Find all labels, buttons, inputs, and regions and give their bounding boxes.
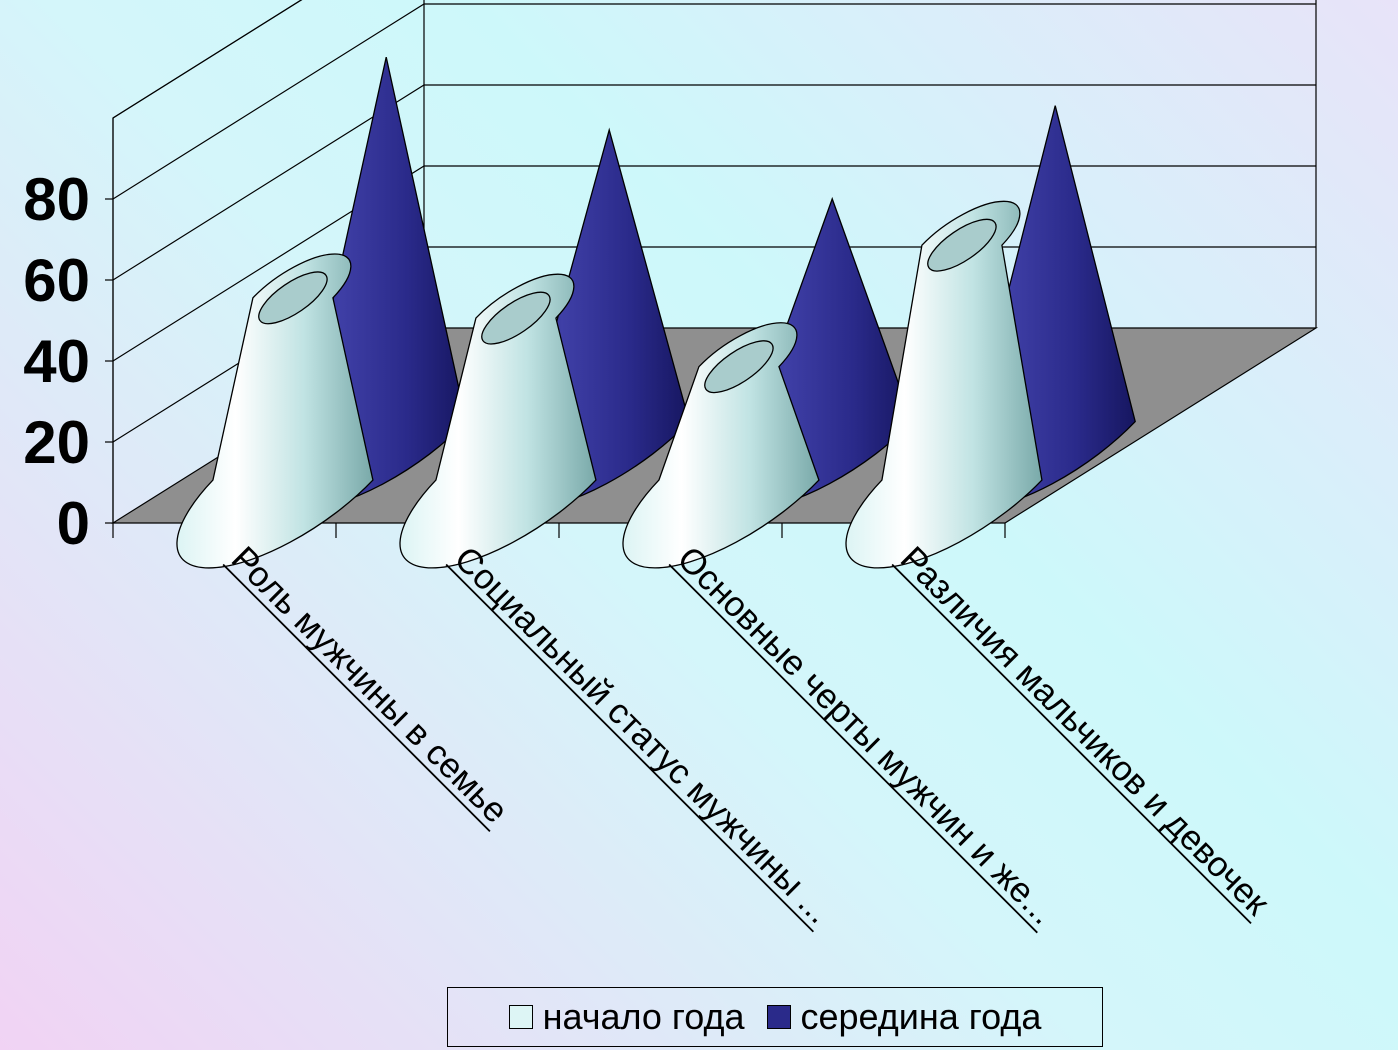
cone-series1 [845,200,1043,569]
y-tick-label: 60 [23,247,90,314]
cone-series1 [176,253,374,569]
gridline [112,165,1316,362]
x-category-label: Социальный статус мужчины ... [447,539,839,931]
cone-series1-top [258,271,328,325]
legend-swatch-series2 [766,1005,791,1029]
legend-label-series1: начало года [542,996,745,1037]
y-tick-label: 0 [57,490,90,557]
x-category-underline [445,563,815,933]
gridline [112,84,1316,281]
cone-series1-top [927,218,997,272]
x-category-label-group: Основные черты мужчин и же... [668,539,1063,934]
x-category-underline [891,563,1252,925]
cone-series1 [399,273,597,569]
legend-item-series1: начало года [508,996,745,1038]
x-category-label: Основные черты мужчин и же... [670,539,1063,932]
cone-series1-top [704,340,774,394]
legend-item-series2: середина года [766,996,1042,1038]
cone-series1 [622,322,820,569]
x-category-label-group: Социальный статус мужчины ... [445,539,839,933]
x-category-label: Различия мальчиков и девочек [893,539,1277,923]
cone-series1-top [481,291,551,345]
legend: начало года середина года [447,987,1103,1047]
legend-swatch-series1 [508,1005,533,1029]
y-tick-label: 80 [23,166,90,233]
x-category-label-group: Различия мальчиков и девочек [891,539,1277,925]
x-category-underline [668,563,1038,934]
x-category-underline [222,563,491,832]
y-tick-label: 40 [23,328,90,395]
gridline [112,0,303,119]
gridline [112,3,1316,200]
chart-cones [176,56,1136,569]
y-tick-label: 20 [23,409,90,476]
legend-label-series2: середина года [800,996,1042,1037]
